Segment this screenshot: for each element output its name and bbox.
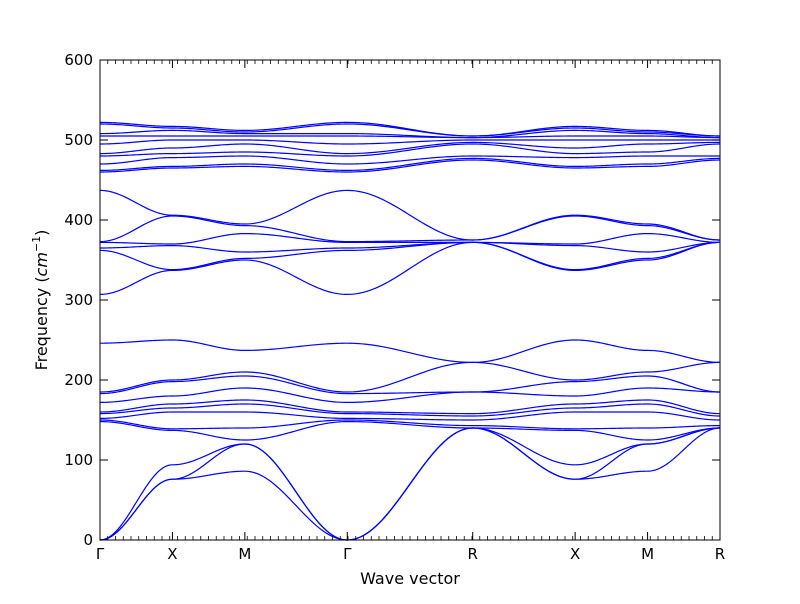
x-tick-label: X bbox=[570, 545, 580, 563]
x-tick-label: Γ bbox=[343, 545, 352, 563]
dispersion-branch-18 bbox=[99, 189, 721, 241]
dispersion-branch-25 bbox=[100, 135, 720, 139]
dispersion-branch-21 bbox=[99, 155, 720, 165]
dispersion-branch-5 bbox=[99, 419, 720, 430]
y-axis-label-close: ) bbox=[32, 230, 51, 236]
y-axis-label: Frequency (cm−1) bbox=[30, 230, 51, 371]
x-tick-label: M bbox=[238, 545, 251, 563]
dispersion-branch-28 bbox=[99, 121, 721, 137]
dispersion-branch-22 bbox=[100, 143, 721, 157]
x-tick-label: R bbox=[468, 545, 478, 563]
x-tick-label: X bbox=[167, 545, 177, 563]
dispersion-branch-9 bbox=[99, 387, 721, 404]
dispersion-branch-23 bbox=[99, 141, 720, 155]
dispersion-branch-17 bbox=[99, 215, 721, 243]
y-tick-label: 300 bbox=[64, 291, 93, 309]
x-tick-label: M bbox=[641, 545, 654, 563]
dispersion-branch-13 bbox=[99, 241, 721, 296]
y-tick-label: 100 bbox=[64, 451, 93, 469]
y-axis-label-unit: cm bbox=[32, 252, 51, 276]
y-tick-label: 0 bbox=[83, 531, 93, 549]
dispersion-branch-3 bbox=[99, 427, 721, 541]
x-tick-label: R bbox=[715, 545, 725, 563]
dispersion-branch-10 bbox=[99, 375, 721, 395]
axis-ticks: 0 100 200 300 400 500 600 Γ X M Γ R X M R bbox=[64, 51, 725, 563]
dispersion-branch-12 bbox=[100, 339, 721, 364]
dispersion-branch-19 bbox=[99, 159, 721, 173]
dispersion-branch-6 bbox=[99, 411, 721, 421]
dispersion-branch-20 bbox=[99, 157, 721, 172]
y-tick-label: 500 bbox=[64, 131, 93, 149]
y-tick-label: 400 bbox=[64, 211, 93, 229]
dispersion-branch-15 bbox=[100, 241, 721, 253]
y-tick-label: 600 bbox=[64, 51, 93, 69]
dispersion-branch-14 bbox=[99, 241, 721, 271]
dispersion-branch-24 bbox=[99, 139, 720, 145]
dispersion-branch-8 bbox=[99, 399, 721, 415]
dispersion-branch-16 bbox=[100, 232, 721, 245]
y-axis-label-text: Frequency ( bbox=[32, 276, 51, 370]
y-axis-label-unit-exponent: −1 bbox=[30, 236, 43, 252]
x-axis-label: Wave vector bbox=[360, 569, 460, 588]
x-tick-label: Γ bbox=[96, 545, 105, 563]
y-tick-label: 200 bbox=[64, 371, 93, 389]
dispersion-branch-11 bbox=[99, 361, 721, 393]
plot-frame bbox=[99, 59, 721, 541]
dispersion-branch-7 bbox=[99, 403, 721, 417]
dispersion-branch-26 bbox=[100, 129, 721, 139]
dispersion-branch-27 bbox=[99, 123, 721, 137]
dispersion-lines bbox=[99, 121, 721, 541]
dispersion-branch-4 bbox=[99, 420, 721, 441]
